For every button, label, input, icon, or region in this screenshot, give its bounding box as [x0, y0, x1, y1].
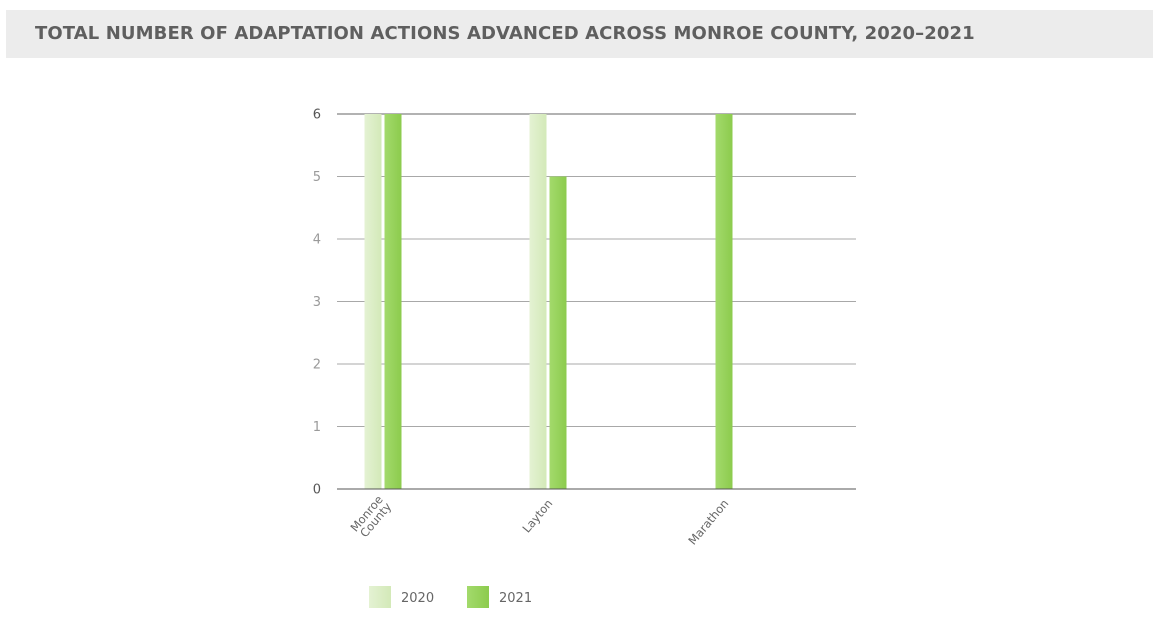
y-tick-label: 3 [313, 295, 321, 310]
bar-2021-2 [715, 114, 733, 489]
y-tick-label: 0 [313, 483, 321, 498]
legend-swatch-2021 [467, 586, 489, 608]
grid-lines [337, 113, 856, 427]
legend-swatch-2020 [369, 586, 391, 608]
x-category-label-line: Marathon [685, 497, 731, 548]
y-tick-label: 5 [313, 170, 321, 185]
x-category-label: Marathon [685, 497, 731, 548]
y-tick-label: 4 [313, 233, 321, 248]
y-tick-label: 6 [313, 108, 321, 123]
x-category-label: MonroeCounty [348, 493, 395, 542]
y-tick-label: 1 [313, 420, 321, 435]
legend-label-2020: 2020 [401, 591, 434, 606]
legend-label-2021: 2021 [499, 591, 532, 606]
bars [364, 114, 733, 489]
x-category-label-line: Layton [520, 497, 556, 536]
x-category-label: Layton [520, 497, 556, 536]
y-tick-labels: 0 1 2 3 4 5 6 [313, 108, 321, 498]
legend: 2020 2021 [369, 586, 532, 608]
y-tick-label: 2 [313, 358, 321, 373]
bar-2021-0 [384, 114, 402, 489]
bar-2020-1 [529, 114, 547, 489]
bar-2021-1 [549, 176, 567, 489]
x-category-labels: MonroeCounty Layton Marathon [348, 493, 732, 548]
chart-title: TOTAL NUMBER OF ADAPTATION ACTIONS ADVAN… [35, 23, 975, 44]
bar-2020-0 [364, 114, 382, 489]
chart-header: TOTAL NUMBER OF ADAPTATION ACTIONS ADVAN… [6, 10, 1153, 58]
